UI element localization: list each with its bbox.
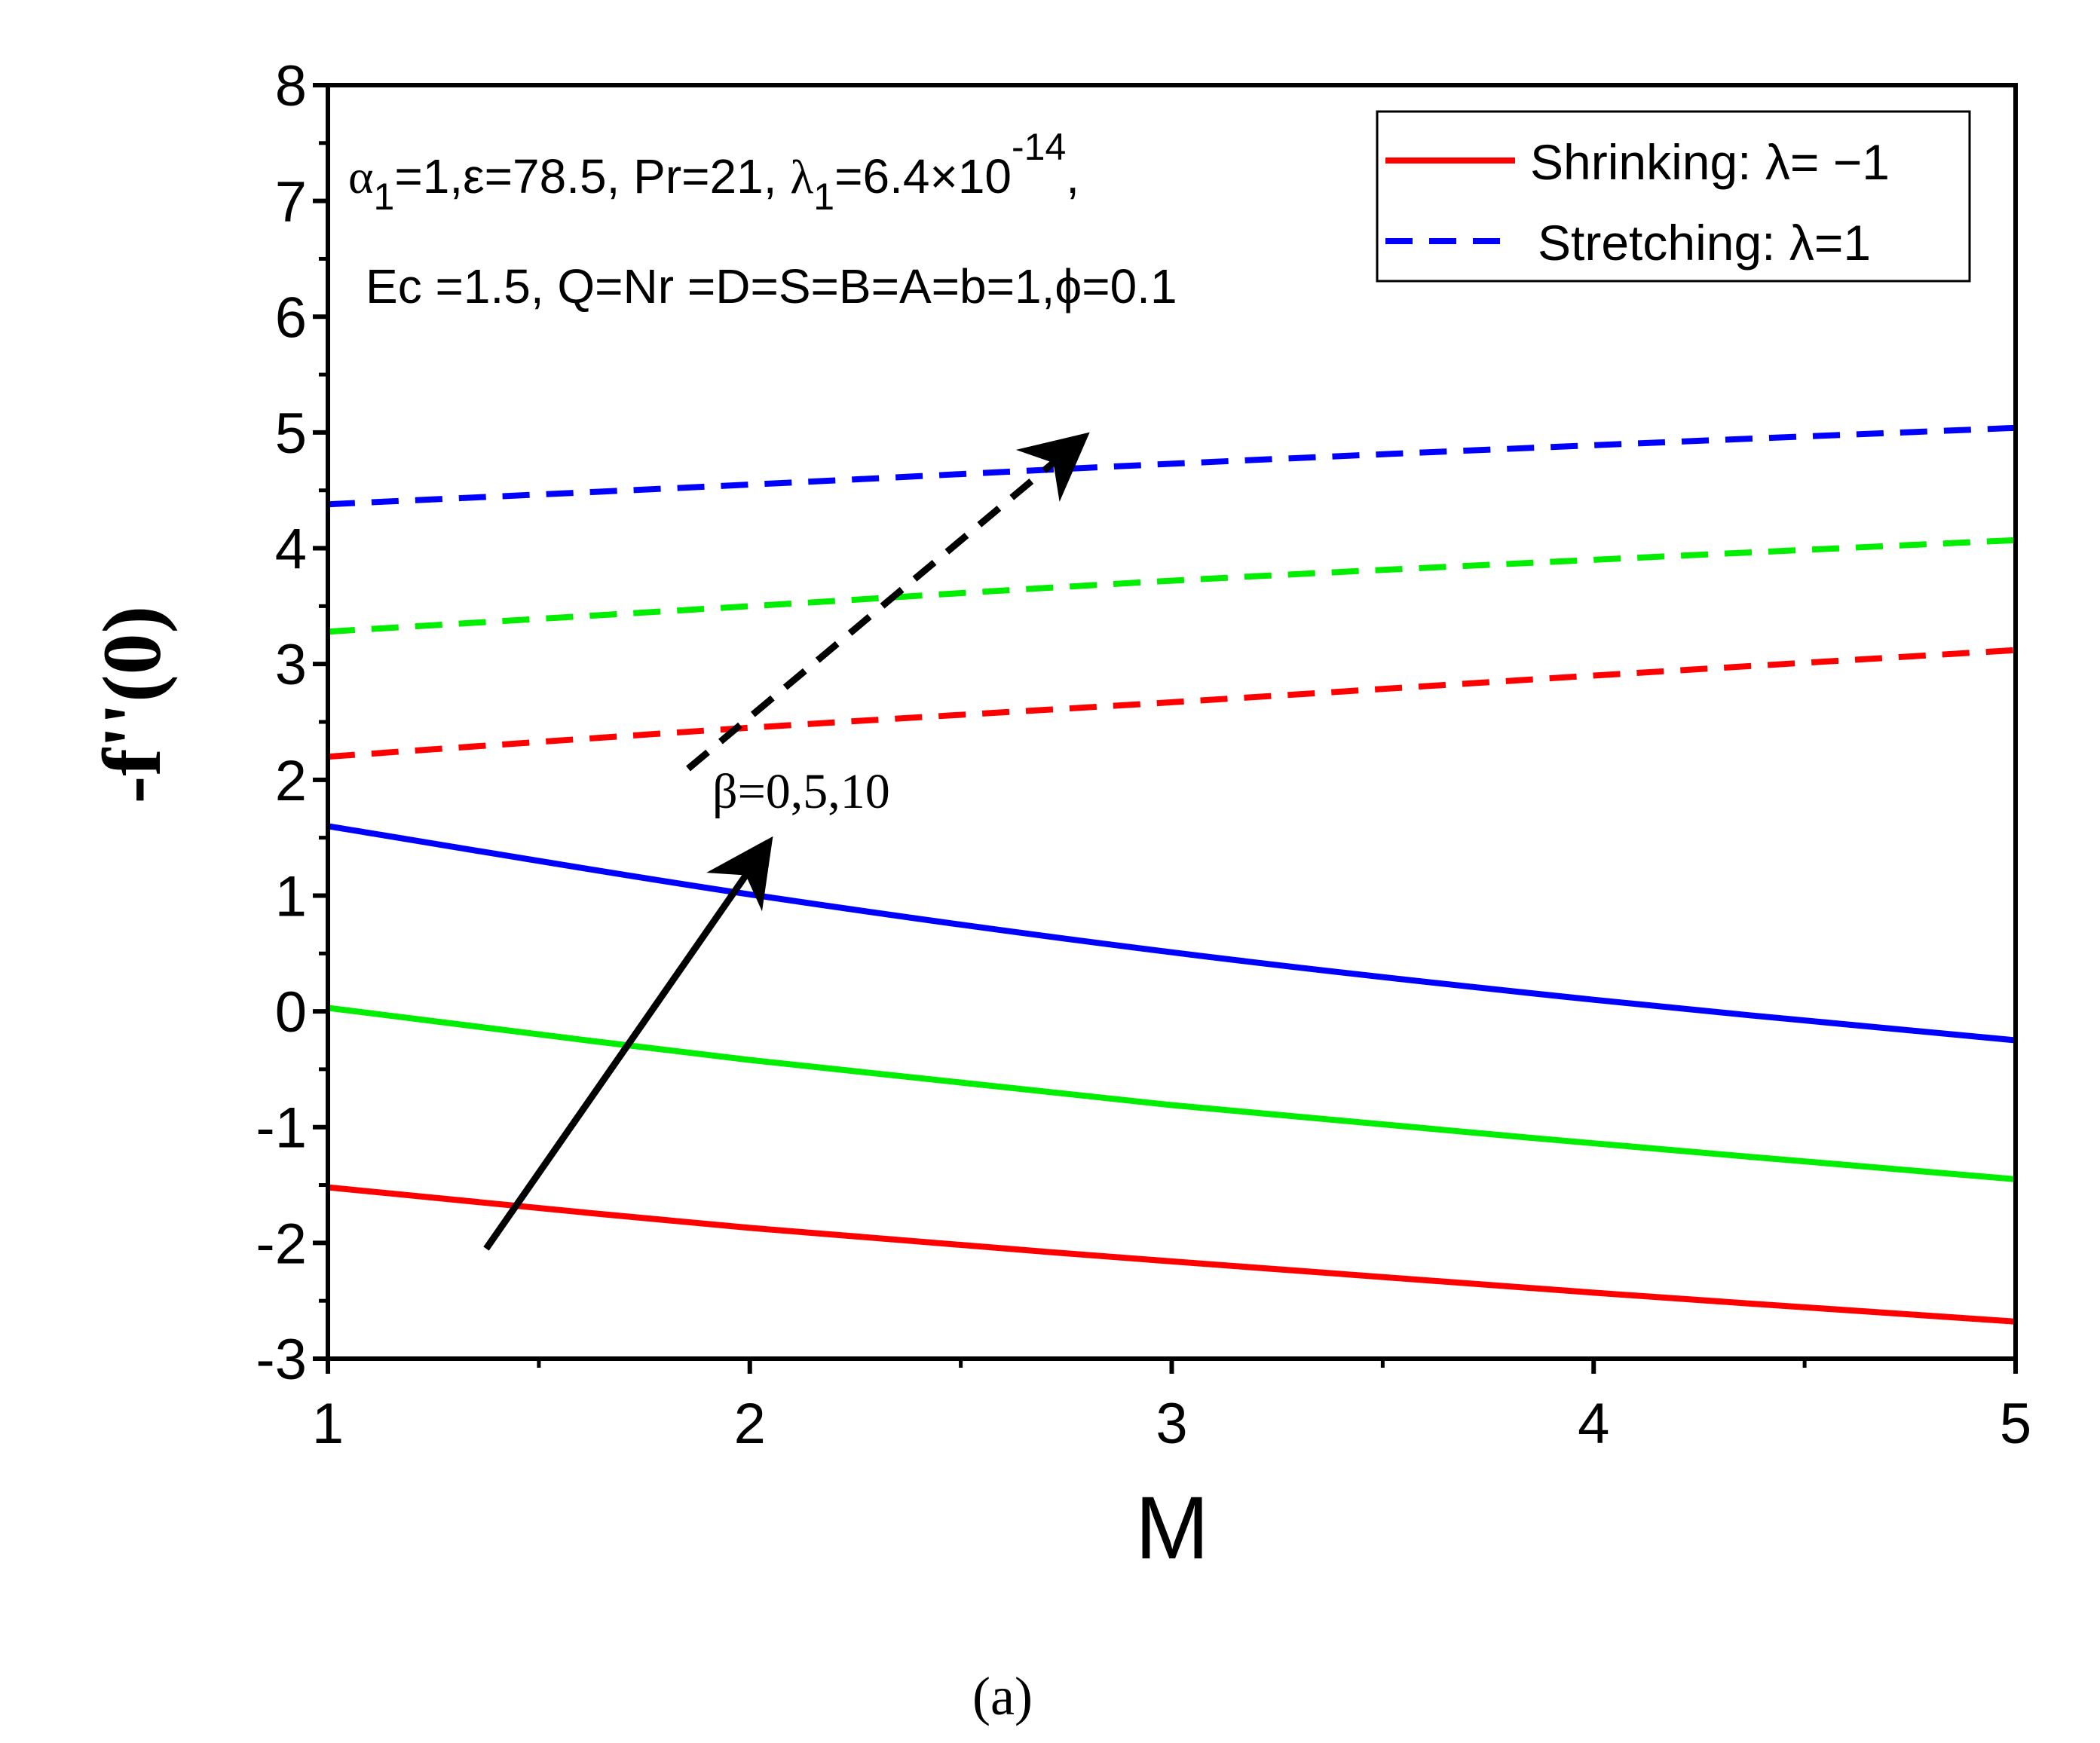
series-line-5: [327, 424, 2016, 508]
y-tick-label: 8: [275, 54, 307, 118]
beta-arrow-solid: [483, 836, 773, 1251]
alpha-subscript: 1: [374, 176, 395, 218]
params-line1-end: ,: [1066, 149, 1079, 203]
y-tick-label: 7: [275, 170, 307, 234]
series-line-4: [327, 537, 2016, 635]
legend-box: [1376, 110, 1971, 283]
ticks-layer: [313, 83, 2018, 1374]
lambda-symbol: λ: [790, 150, 813, 203]
y-tick-label: -2: [256, 1212, 307, 1276]
alpha-symbol: α: [348, 150, 374, 203]
ticklabels-layer: -3 -2 -1 0 1 2 3 4 5 6 7 8 1 2 3 4 5: [256, 54, 2031, 1456]
lambda-subscript: 1: [813, 176, 834, 218]
x-axis-title: M: [1135, 1478, 1209, 1578]
figure-caption: (a): [972, 1666, 1033, 1726]
params-annotation-line1: α1=1,ε=78.5, Pr=21, λ1=6.4×10-14,: [348, 126, 1079, 218]
x-tick-label: 3: [1156, 1392, 1187, 1456]
series-line-0: [327, 1184, 2016, 1325]
legend: Shrinking: λ= −1 Stretching: λ=1: [1376, 110, 1971, 283]
y-tick-label: 5: [275, 402, 307, 466]
x-tick-label: 1: [312, 1392, 344, 1456]
y-tick-label: -3: [256, 1328, 307, 1392]
series-line-2: [327, 823, 2016, 1044]
series-layer: [327, 424, 2016, 1325]
params-exponent: -14: [1012, 126, 1066, 168]
legend-label-stretching: Stretching: λ=1: [1538, 215, 1871, 271]
legend-label-shrinking: Shrinking: λ= −1: [1530, 134, 1890, 190]
y-tick-label: 2: [275, 749, 307, 813]
y-tick-label: -1: [256, 1096, 307, 1160]
y-tick-label: 1: [275, 864, 307, 928]
y-tick-label: 4: [275, 518, 307, 582]
x-tick-label: 4: [1578, 1392, 1609, 1456]
x-tick-label: 2: [734, 1392, 766, 1456]
y-tick-label: 3: [275, 633, 307, 697]
params-line1-mid: =1,ε=78.5, Pr=21,: [394, 149, 790, 203]
y-tick-label: 0: [275, 980, 307, 1044]
series-line-1: [327, 1005, 2016, 1182]
params-line1-value: =6.4×10: [834, 149, 1012, 203]
series-line-3: [327, 647, 2016, 760]
params-annotation-line2: Ec =1.5, Q=Nr =D=S=B=A=b=1,ϕ=0.1: [366, 259, 1177, 313]
y-axis-title: -f''(0): [86, 606, 178, 804]
beta-label: β=0,5,10: [712, 764, 890, 819]
x-tick-label: 5: [2000, 1392, 2031, 1456]
y-tick-label: 6: [275, 286, 307, 350]
